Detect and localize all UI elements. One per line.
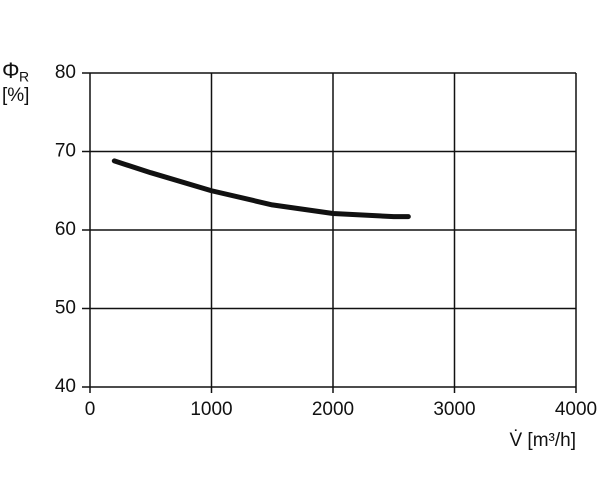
x-tick-label: 0	[85, 399, 96, 420]
y-tick-label: 50	[55, 298, 76, 319]
x-tick-label: 4000	[555, 399, 597, 420]
x-tick-label: 3000	[433, 399, 475, 420]
y-axis-label-symbol: Φ	[2, 58, 20, 83]
y-tick-label: 60	[55, 219, 76, 240]
y-axis-label-unit: [%]	[2, 85, 29, 106]
y-tick-label: 80	[55, 62, 76, 83]
y-tick-label: 40	[55, 376, 76, 397]
x-tick-label: 1000	[190, 399, 232, 420]
y-axis-label-subscript: R	[19, 69, 29, 85]
x-axis-label: V̇ [m³/h]	[509, 430, 576, 451]
x-tick-label: 2000	[312, 399, 354, 420]
data-line	[111, 158, 411, 220]
y-tick-label: 70	[55, 141, 76, 162]
